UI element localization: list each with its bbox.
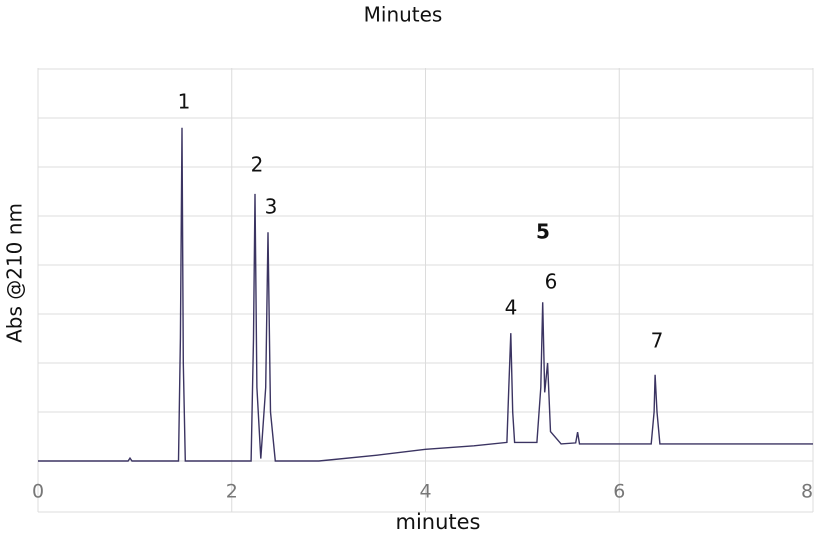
peak-label: 3 xyxy=(265,195,278,219)
peak-label: 1 xyxy=(178,90,191,114)
peak-label: 2 xyxy=(251,153,264,177)
trace xyxy=(38,127,813,462)
chart-title: Minutes xyxy=(364,3,443,27)
y-axis-label: Abs @210 nm xyxy=(3,203,27,343)
x-tick-label: 8 xyxy=(801,481,813,503)
x-axis-label: minutes xyxy=(395,510,480,534)
peak-label: 6 xyxy=(545,270,558,294)
peak-label: 4 xyxy=(505,296,518,320)
x-tick-label: 0 xyxy=(32,481,44,503)
peak-label: 7 xyxy=(651,329,664,353)
peak-label: 5 xyxy=(536,220,550,244)
x-tick-label: 6 xyxy=(613,481,625,503)
x-tick-label: 4 xyxy=(419,481,431,503)
x-tick-label: 2 xyxy=(226,481,238,503)
